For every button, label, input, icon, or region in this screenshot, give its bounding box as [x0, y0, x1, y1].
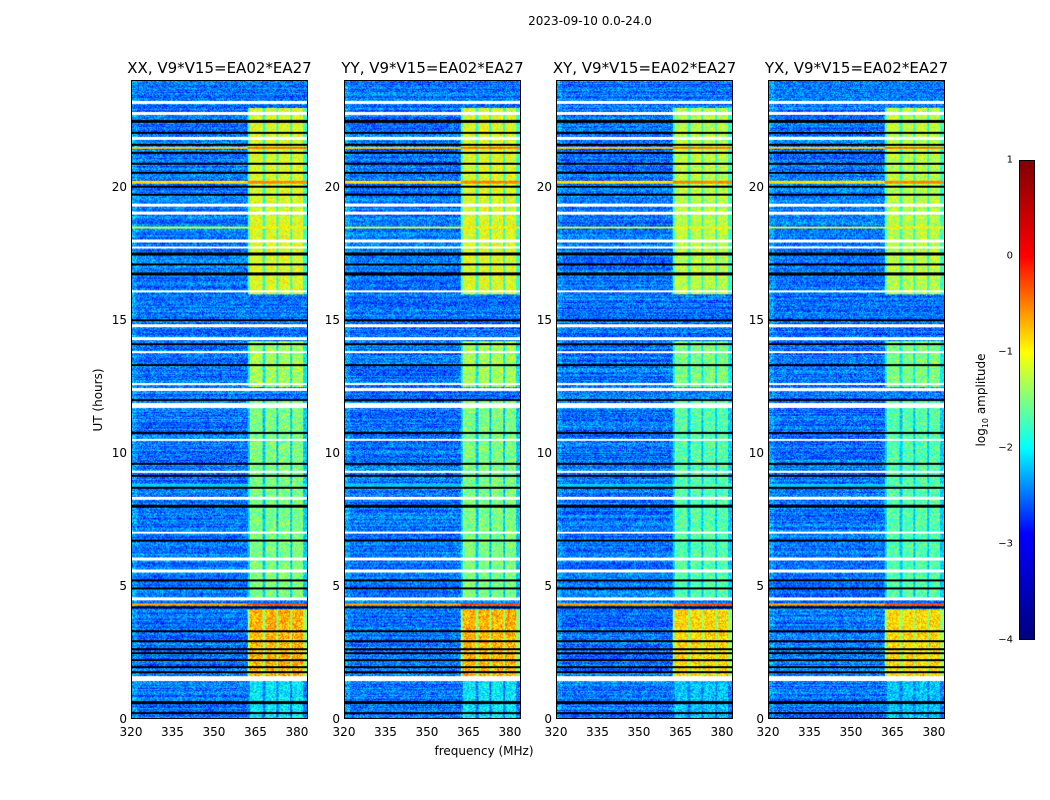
- colorbar-label: log10 amplitude: [973, 353, 991, 447]
- colorbar: [1019, 160, 1035, 640]
- y-tick-label: 10: [748, 445, 764, 460]
- x-tick-label: 380: [710, 725, 734, 739]
- x-tick-label: 320: [544, 725, 568, 739]
- y-tick-label: 5: [119, 578, 127, 593]
- panel-title: XY, V9*V15=EA02*EA27: [552, 59, 737, 77]
- y-tick-label: 20: [111, 179, 127, 194]
- colorbar-tick-label: −1: [998, 346, 1013, 358]
- colorbar-tick-label: −2: [998, 442, 1013, 454]
- y-tick-label: 5: [544, 578, 552, 593]
- y-tick-label: 10: [536, 445, 552, 460]
- panel-title: XX, V9*V15=EA02*EA27: [127, 59, 312, 77]
- heatmap-image: [769, 81, 944, 718]
- y-tick-label: 15: [748, 312, 764, 327]
- y-tick-label: 20: [324, 179, 340, 194]
- x-axis-label: frequency (MHz): [434, 744, 534, 758]
- figure-suptitle: 2023-09-10 0.0-24.0: [528, 14, 652, 28]
- panel-title: YX, V9*V15=EA02*EA27: [764, 59, 949, 77]
- colorbar-tick-label: 1: [1006, 154, 1013, 166]
- heatmap-panel-xx: [131, 80, 308, 719]
- x-tick-label: 380: [922, 725, 946, 739]
- heatmap-image: [132, 81, 307, 718]
- x-tick-label: 350: [415, 725, 439, 739]
- x-tick-label: 320: [756, 725, 780, 739]
- x-tick-label: 335: [586, 725, 609, 739]
- colorbar-tick-label: −3: [998, 538, 1013, 550]
- y-tick-label: 15: [536, 312, 552, 327]
- y-tick-label: 15: [111, 312, 127, 327]
- x-tick-label: 350: [627, 725, 651, 739]
- x-tick-label: 350: [202, 725, 226, 739]
- colorbar-tick-label: 0: [1006, 250, 1013, 262]
- y-tick-label: 15: [324, 312, 340, 327]
- x-tick-label: 380: [285, 725, 309, 739]
- y-tick-label: 0: [332, 712, 340, 726]
- x-tick-label: 335: [374, 725, 397, 739]
- x-tick-label: 335: [798, 725, 821, 739]
- heatmap-panel-xy: [556, 80, 733, 719]
- heatmap-image: [345, 81, 520, 718]
- x-tick-label: 335: [161, 725, 184, 739]
- x-tick-label: 365: [881, 725, 904, 739]
- x-tick-label: 380: [498, 725, 522, 739]
- y-tick-label: 0: [756, 712, 764, 726]
- y-tick-label: 20: [748, 179, 764, 194]
- y-tick-label: 0: [119, 712, 127, 726]
- heatmap-panel-yy: [344, 80, 521, 719]
- y-tick-label: 0: [544, 712, 552, 726]
- x-tick-label: 320: [119, 725, 143, 739]
- colorbar-tick-label: −4: [998, 634, 1013, 646]
- y-axis-label: UT (hours): [91, 368, 105, 432]
- y-tick-label: 5: [332, 578, 340, 593]
- panel-title: YY, V9*V15=EA02*EA27: [341, 59, 524, 77]
- x-tick-label: 365: [669, 725, 692, 739]
- y-tick-label: 20: [536, 179, 552, 194]
- y-tick-label: 10: [324, 445, 340, 460]
- y-tick-label: 10: [111, 445, 127, 460]
- heatmap-panel-yx: [768, 80, 945, 719]
- y-tick-label: 5: [756, 578, 764, 593]
- x-tick-label: 350: [839, 725, 863, 739]
- x-tick-label: 365: [457, 725, 480, 739]
- x-tick-label: 365: [244, 725, 267, 739]
- heatmap-image: [557, 81, 732, 718]
- x-tick-label: 320: [332, 725, 356, 739]
